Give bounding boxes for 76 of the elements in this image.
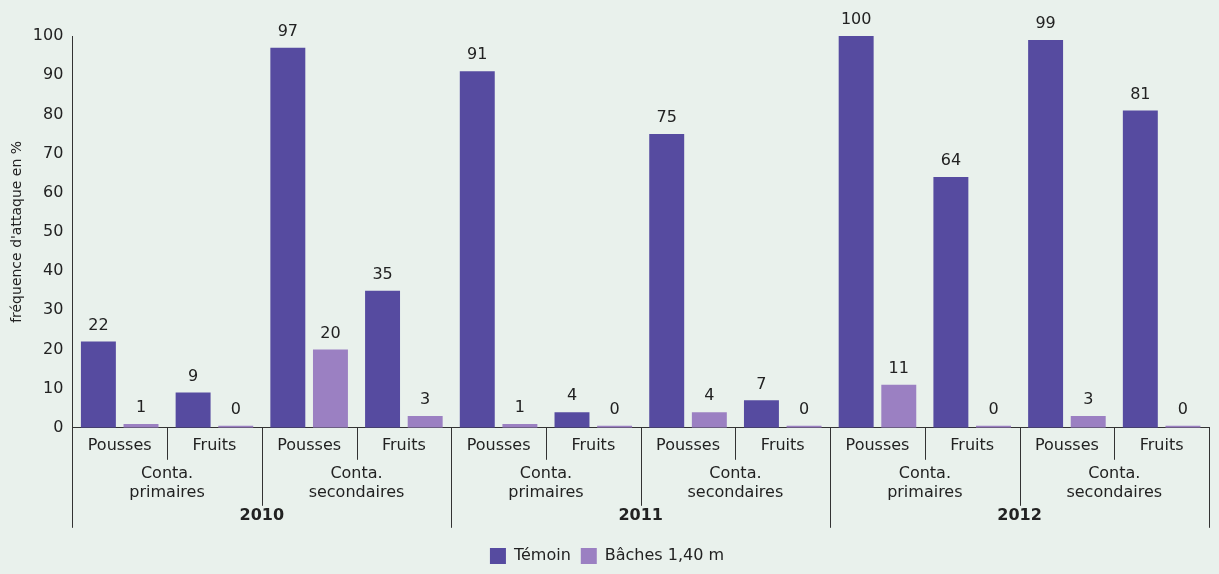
- x-tick-label: Pousses: [845, 434, 910, 454]
- text: Conta. primaires: [508, 462, 584, 501]
- bar: [270, 47, 306, 428]
- y-tick-label: 40: [42, 260, 64, 280]
- bar: [1070, 416, 1106, 428]
- x-tick-label: Fruits: [950, 434, 995, 454]
- text: Conta. secondaires: [687, 462, 784, 501]
- x-tick-label: Pousses: [466, 434, 531, 454]
- y-tick-label: 90: [42, 64, 64, 84]
- data-label: 75: [656, 107, 677, 127]
- y-tick-label: 30: [42, 299, 64, 319]
- data-label: 0: [230, 398, 241, 418]
- y-tick-label: 10: [42, 377, 64, 397]
- data-label: 99: [1035, 13, 1056, 33]
- x-tick-label: Fruits: [192, 434, 237, 454]
- y-tick-label: 80: [42, 103, 64, 123]
- y-axis-title: fréquence d'attaque en %: [8, 140, 25, 323]
- text: Conta. primaires: [129, 462, 205, 501]
- data-label: 3: [420, 389, 431, 409]
- bar: [459, 71, 495, 428]
- text: Conta. secondaires: [1066, 462, 1163, 501]
- x-tick-label: Pousses: [656, 434, 720, 454]
- x-tick-label: Pousses: [87, 434, 152, 454]
- data-label: 0: [798, 398, 810, 418]
- data-label: 81: [1130, 83, 1151, 103]
- y-tick-label: 100: [32, 25, 64, 45]
- bar: [1122, 110, 1158, 428]
- x-tick-label: Fruits: [381, 434, 426, 454]
- y-tick-label: 20: [42, 338, 64, 358]
- data-label: 1: [514, 397, 525, 417]
- x-tick-label: Fruits: [1139, 434, 1184, 454]
- bar: [175, 392, 211, 428]
- bar: [881, 384, 917, 428]
- data-label: 9: [188, 365, 199, 385]
- data-label: 11: [888, 357, 909, 377]
- text: 2012: [997, 504, 1042, 524]
- legend-label: Témoin: [512, 545, 571, 565]
- bar: [365, 290, 401, 428]
- data-label: 97: [277, 20, 299, 40]
- x-tick-label: Pousses: [277, 434, 342, 454]
- bar: [80, 341, 116, 428]
- y-tick-label: 0: [53, 416, 64, 436]
- data-label: 1: [135, 397, 147, 417]
- data-label: 20: [320, 322, 341, 342]
- bar: [691, 412, 727, 428]
- data-label: 0: [609, 398, 620, 418]
- text: Conta. primaires: [887, 462, 963, 501]
- bar: [838, 36, 874, 428]
- data-label: 35: [372, 263, 393, 283]
- y-tick-label: 50: [42, 221, 64, 241]
- bar: [312, 349, 348, 428]
- data-label: 4: [704, 385, 715, 405]
- x-tick-label: Pousses: [1034, 434, 1099, 454]
- legend-label: Bâches 1,40 m: [604, 545, 725, 565]
- x-tick-label: Fruits: [760, 434, 805, 454]
- y-tick-label: 60: [42, 181, 64, 201]
- text: Conta. secondaires: [308, 462, 405, 501]
- bar: [933, 177, 969, 428]
- y-tick-label: 70: [42, 142, 64, 162]
- bar: [743, 400, 779, 428]
- bar: [407, 416, 443, 428]
- bar: [649, 133, 685, 428]
- x-tick-label: Fruits: [571, 434, 616, 454]
- data-label: 64: [940, 150, 962, 170]
- data-label: 0: [988, 398, 999, 418]
- data-label: 22: [88, 314, 109, 334]
- data-label: 100: [840, 9, 872, 29]
- data-label: 0: [1177, 398, 1189, 418]
- bar: [554, 412, 590, 428]
- bar: [1028, 39, 1064, 428]
- data-label: 4: [566, 385, 578, 405]
- text: 2010: [239, 504, 285, 524]
- data-label: 7: [756, 373, 767, 393]
- data-label: 3: [1083, 389, 1094, 409]
- data-label: 91: [467, 44, 488, 64]
- text: 2011: [618, 504, 663, 524]
